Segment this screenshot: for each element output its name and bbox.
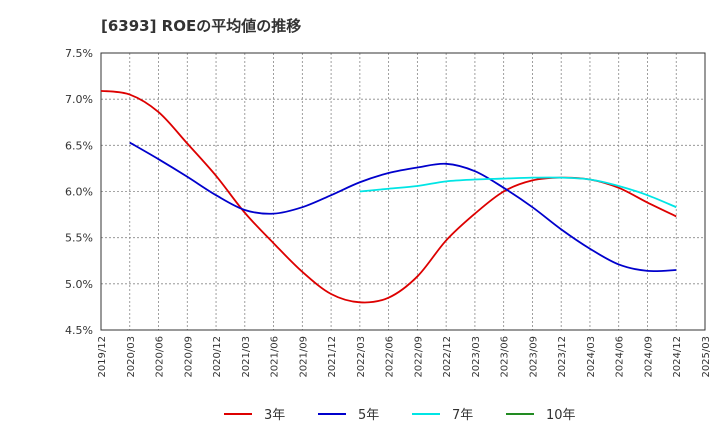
legend-label: 10年 <box>546 408 576 423</box>
y-tick-label: 7.0% <box>65 93 93 106</box>
legend-label: 3年 <box>264 408 285 423</box>
x-tick-label: 2024/03 <box>586 336 597 378</box>
legend-label: 5年 <box>358 408 379 423</box>
x-tick-label: 2024/12 <box>672 336 683 378</box>
x-tick-label: 2021/03 <box>241 336 252 378</box>
y-tick-label: 7.5% <box>65 47 93 60</box>
x-tick-label: 2021/09 <box>298 336 309 378</box>
plot-border <box>100 52 706 331</box>
x-tick-label: 2021/06 <box>270 336 281 378</box>
x-tick-label: 2023/03 <box>471 336 482 378</box>
x-tick-label: 2022/09 <box>413 336 424 378</box>
x-tick-label: 2024/06 <box>615 336 626 378</box>
y-tick-label: 6.0% <box>65 186 93 199</box>
plot-frame <box>100 52 706 331</box>
x-tick-label: 2023/12 <box>557 336 568 378</box>
y-tick-label: 6.5% <box>65 139 93 152</box>
x-tick-label: 2020/03 <box>126 336 137 378</box>
x-tick-label: 2021/12 <box>327 336 338 378</box>
y-tick-label: 4.5% <box>65 324 93 337</box>
x-tick-label: 2022/03 <box>356 336 367 378</box>
x-tick-label: 2025/03 <box>701 336 712 378</box>
y-axis-ticks: 4.5% 5.0% 5.5% 6.0% 6.5% 7.0% 7.5% <box>65 47 93 337</box>
x-tick-label: 2023/09 <box>528 336 539 378</box>
x-tick-label: 2022/12 <box>442 336 453 378</box>
x-tick-label: 2023/06 <box>500 336 511 378</box>
x-tick-label: 2024/09 <box>643 336 654 378</box>
chart-title: [6393] ROEの平均値の推移 <box>101 17 301 35</box>
series-lines <box>100 89 677 304</box>
x-tick-label: 2022/06 <box>385 336 396 378</box>
chart-grid <box>101 53 705 330</box>
x-tick-label: 2020/09 <box>183 336 194 378</box>
series-line-7年 <box>359 176 677 209</box>
x-tick-label: 2019/12 <box>97 336 108 378</box>
chart-legend: 3年 5年 7年 10年 <box>224 408 576 423</box>
x-tick-label: 2020/06 <box>155 336 166 378</box>
y-tick-label: 5.0% <box>65 278 93 291</box>
x-axis-ticks: 2019/12 2020/03 2020/06 2020/09 2020/12 2021/… <box>97 336 712 378</box>
legend-label: 7年 <box>452 408 473 423</box>
x-tick-label: 2020/12 <box>212 336 223 378</box>
y-tick-label: 5.5% <box>65 232 93 245</box>
series-line-5年 <box>129 141 677 273</box>
